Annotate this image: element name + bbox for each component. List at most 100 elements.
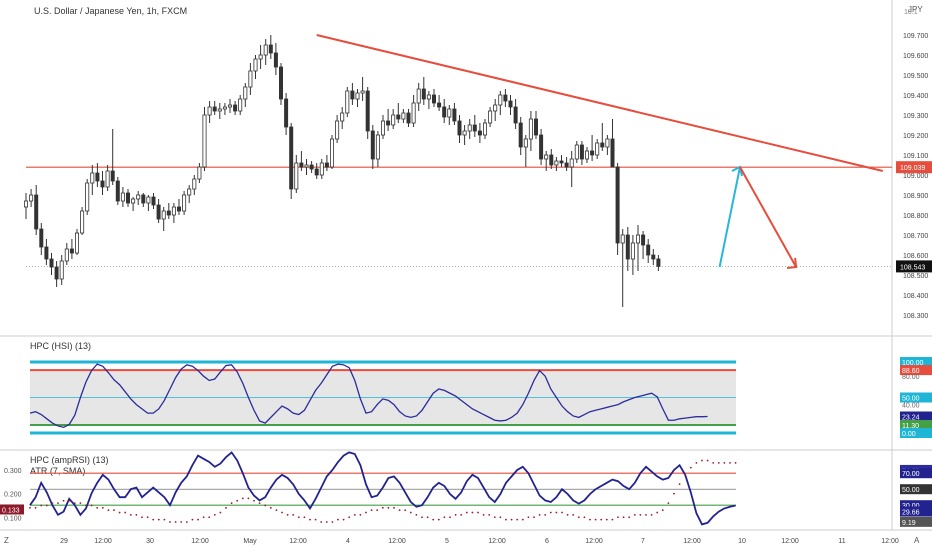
candle[interactable] xyxy=(90,165,95,195)
candle[interactable] xyxy=(258,45,263,69)
candle[interactable] xyxy=(651,249,656,265)
candle[interactable] xyxy=(105,165,110,191)
candle[interactable] xyxy=(600,123,605,151)
candle[interactable] xyxy=(401,109,406,123)
candle[interactable] xyxy=(253,55,258,79)
candle[interactable] xyxy=(151,193,156,209)
trend-line-group[interactable] xyxy=(316,34,884,172)
candle[interactable] xyxy=(630,235,635,275)
candle[interactable] xyxy=(386,109,391,131)
candle[interactable] xyxy=(126,189,131,207)
candle[interactable] xyxy=(243,83,248,107)
candle[interactable] xyxy=(192,175,197,195)
candle[interactable] xyxy=(421,77,426,105)
candle[interactable] xyxy=(75,229,80,255)
candle[interactable] xyxy=(131,197,136,211)
amp-rsi-line[interactable] xyxy=(29,451,736,526)
candle[interactable] xyxy=(539,129,544,165)
candle[interactable] xyxy=(95,163,100,187)
candle[interactable] xyxy=(656,255,661,271)
projection-down-arrow[interactable] xyxy=(739,166,797,268)
candle[interactable] xyxy=(513,99,518,129)
candle[interactable] xyxy=(380,115,385,139)
candle[interactable] xyxy=(233,101,238,115)
candle[interactable] xyxy=(182,191,187,215)
candle[interactable] xyxy=(294,155,299,193)
projection-up-arrow[interactable] xyxy=(718,166,741,268)
price-axis[interactable]: 109.700 109.600 109.500 109.400 109.300 109.2… xyxy=(903,33,928,320)
candle[interactable] xyxy=(498,91,503,115)
candle[interactable] xyxy=(171,203,176,223)
candle[interactable] xyxy=(544,151,549,171)
amp-pane[interactable]: 0.3000.2000.1000.13374.0970.0050.0030.00… xyxy=(0,451,932,527)
candle[interactable] xyxy=(477,123,482,143)
candle[interactable] xyxy=(620,229,625,307)
candle[interactable] xyxy=(268,35,273,59)
candle[interactable] xyxy=(345,87,350,117)
candle[interactable] xyxy=(396,103,401,123)
candle[interactable] xyxy=(605,135,610,155)
candle[interactable] xyxy=(80,207,85,235)
candle[interactable] xyxy=(44,239,49,265)
candle[interactable] xyxy=(39,223,44,255)
candle[interactable] xyxy=(335,115,340,143)
candle[interactable] xyxy=(534,111,539,139)
candle[interactable] xyxy=(360,77,365,101)
candle[interactable] xyxy=(263,39,268,65)
candle[interactable] xyxy=(304,159,309,175)
candle[interactable] xyxy=(528,111,533,151)
candle[interactable] xyxy=(314,163,319,179)
candle[interactable] xyxy=(523,135,528,167)
candle[interactable] xyxy=(146,195,151,211)
candle[interactable] xyxy=(365,87,370,139)
candle[interactable] xyxy=(610,119,615,168)
candle[interactable] xyxy=(176,199,181,215)
candle[interactable] xyxy=(156,199,161,223)
candle[interactable] xyxy=(207,101,212,123)
candle[interactable] xyxy=(324,155,329,171)
candle[interactable] xyxy=(370,125,375,169)
candle[interactable] xyxy=(100,171,105,195)
candle[interactable] xyxy=(574,141,579,163)
candle[interactable] xyxy=(278,63,283,105)
candle[interactable] xyxy=(217,103,222,119)
candle[interactable] xyxy=(447,105,452,125)
candle[interactable] xyxy=(554,157,559,171)
candle[interactable] xyxy=(426,91,431,109)
candle[interactable] xyxy=(503,89,508,107)
candle[interactable] xyxy=(559,155,564,167)
candle[interactable] xyxy=(482,119,487,139)
candle[interactable] xyxy=(85,179,90,215)
candle[interactable] xyxy=(166,203,171,219)
candle[interactable] xyxy=(590,135,595,161)
candle[interactable] xyxy=(340,107,345,129)
candle[interactable] xyxy=(569,151,574,187)
candle[interactable] xyxy=(23,193,28,219)
candle[interactable] xyxy=(564,157,569,171)
candle[interactable] xyxy=(636,225,641,271)
candle[interactable] xyxy=(238,95,243,115)
candle[interactable] xyxy=(488,107,493,127)
candle[interactable] xyxy=(319,159,324,179)
candle[interactable] xyxy=(595,139,600,159)
candle[interactable] xyxy=(549,149,554,169)
candle[interactable] xyxy=(508,95,513,115)
candle[interactable] xyxy=(34,185,39,235)
candle[interactable] xyxy=(197,163,202,183)
candle[interactable] xyxy=(579,141,584,165)
candle[interactable] xyxy=(299,151,304,171)
candle[interactable] xyxy=(64,243,69,265)
candle[interactable] xyxy=(187,185,192,203)
candle[interactable] xyxy=(646,239,651,263)
candles-group[interactable] xyxy=(23,35,661,307)
candle[interactable] xyxy=(375,131,380,167)
candle[interactable] xyxy=(518,117,523,155)
candle[interactable] xyxy=(120,187,125,207)
candle[interactable] xyxy=(442,99,447,123)
candle[interactable] xyxy=(212,101,217,115)
trend-line[interactable] xyxy=(316,34,884,172)
candle[interactable] xyxy=(585,147,590,163)
candle[interactable] xyxy=(161,207,166,231)
candle[interactable] xyxy=(615,163,620,255)
